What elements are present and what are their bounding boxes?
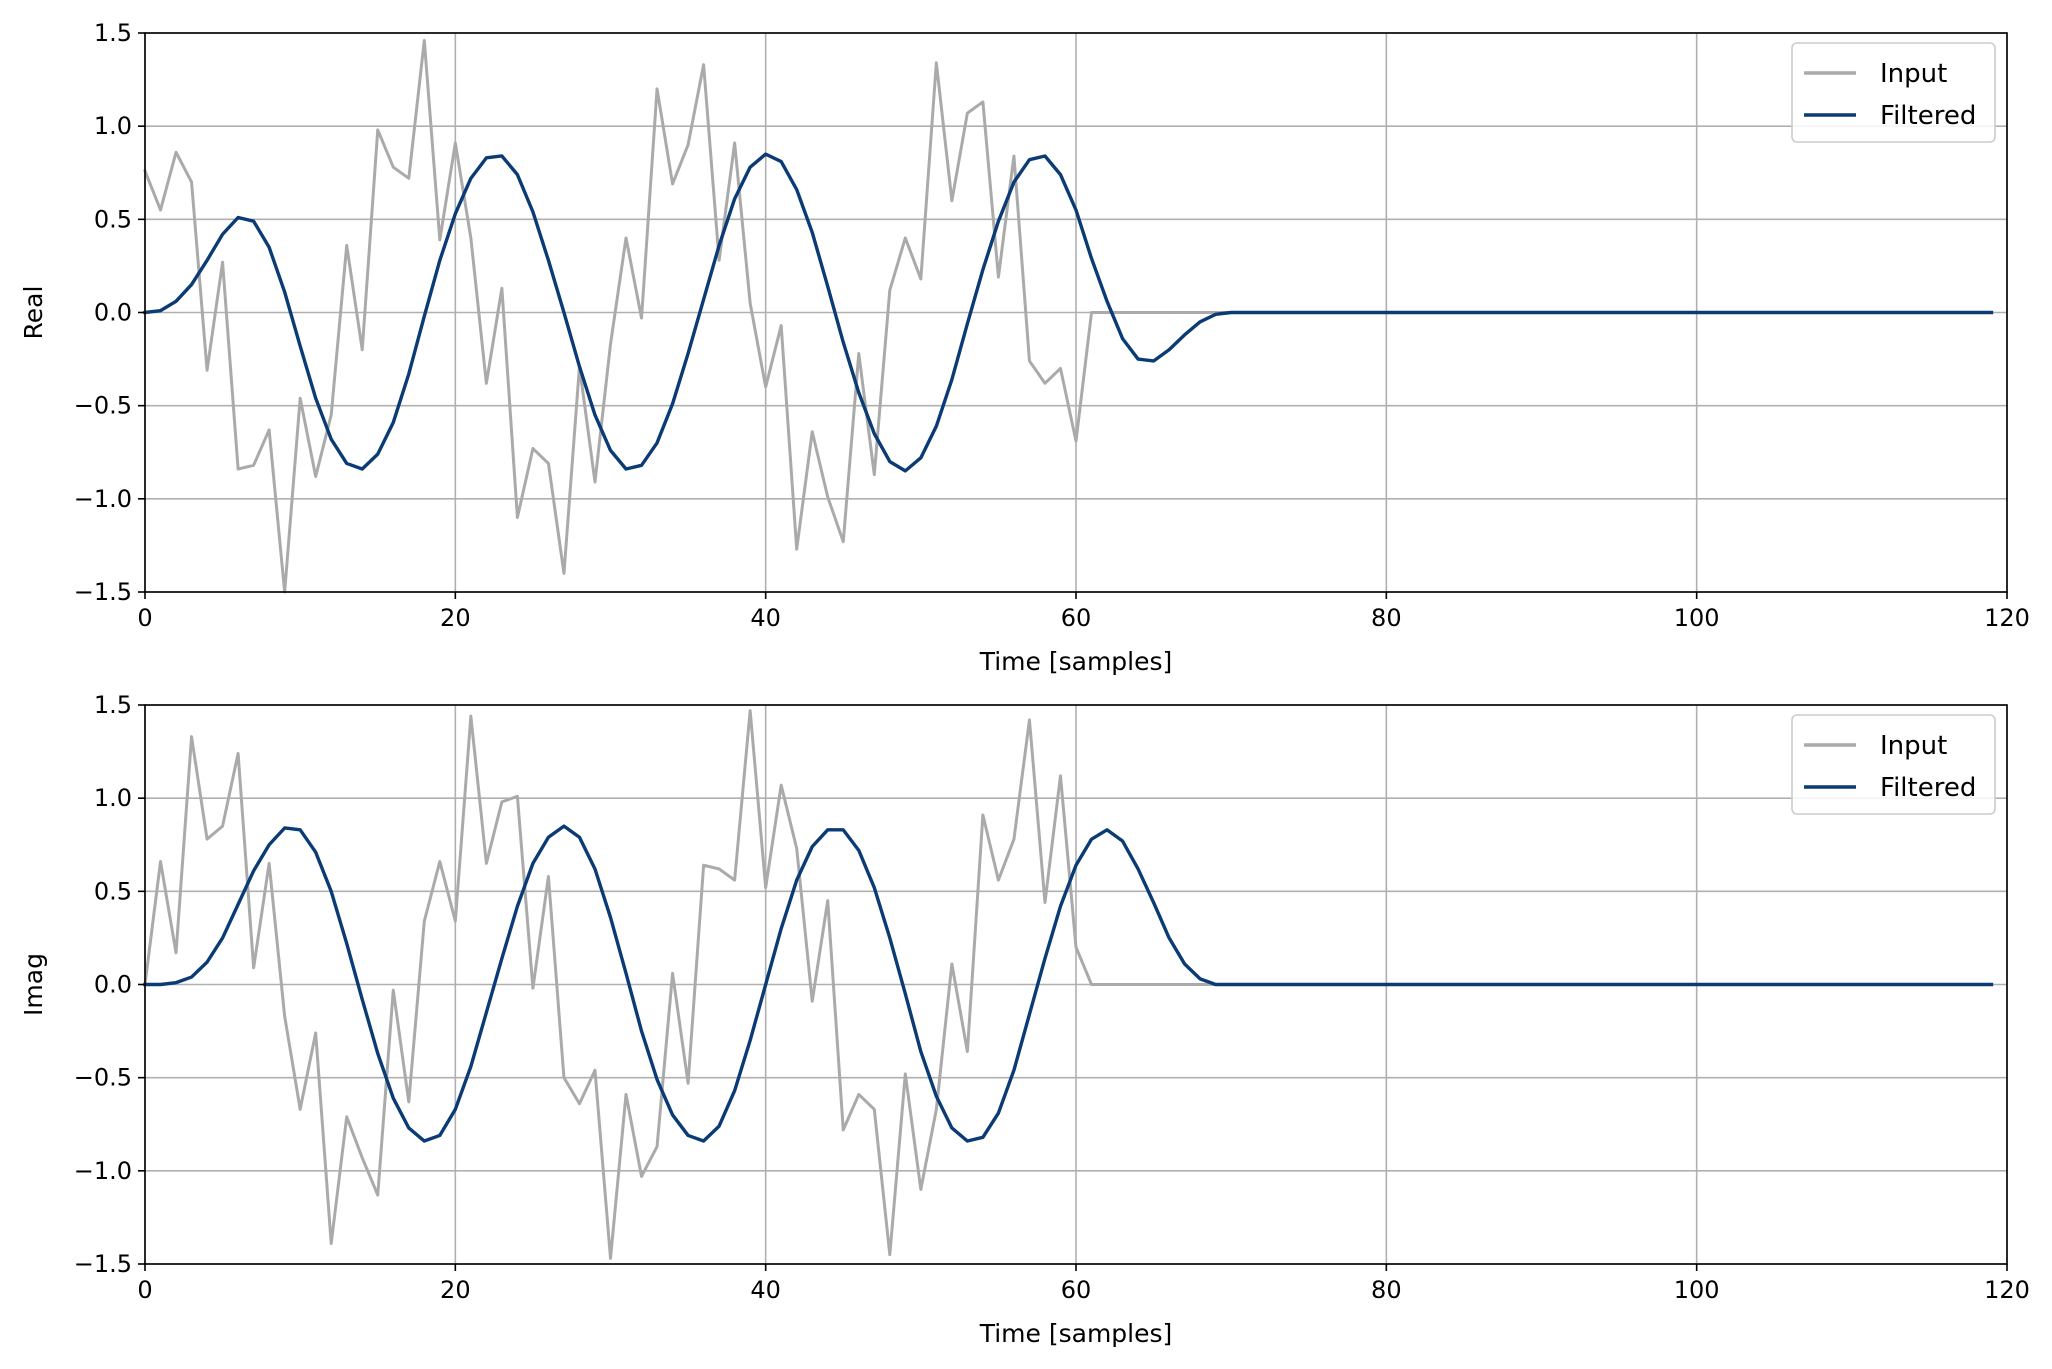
real-y-tick-label: −1.0 bbox=[74, 485, 132, 513]
real-legend-input-label: Input bbox=[1880, 59, 1947, 89]
imag-legend-filtered-label: Filtered bbox=[1880, 773, 1976, 803]
imag-legend-box bbox=[1791, 714, 1996, 815]
real-y-tick-label: 1.5 bbox=[94, 19, 132, 47]
imag-y-tick-label: −1.0 bbox=[74, 1157, 132, 1185]
imag-x-tick-label: 40 bbox=[750, 1276, 781, 1304]
imag-x-tick-label: 120 bbox=[1984, 1276, 2030, 1304]
imag-tick-marks bbox=[138, 704, 2008, 1271]
real-x-tick-label: 120 bbox=[1984, 604, 2030, 632]
imag-x-axis-label: Time [samples] bbox=[979, 1319, 1173, 1348]
real-subplot: 0 20 40 60 80 100 120 −1.5 −1.0 −0.5 0.0 0.5 1.0 1.5… bbox=[19, 19, 2030, 676]
real-x-tick-label: 40 bbox=[750, 604, 781, 632]
real-tick-marks bbox=[138, 32, 2008, 599]
real-series-lines bbox=[143, 38, 1994, 594]
imag-y-tick-label: −0.5 bbox=[74, 1064, 132, 1092]
imag-series-lines bbox=[143, 709, 1994, 1260]
real-y-tick-label: 0.0 bbox=[94, 299, 132, 327]
imag-y-tick-label: −1.5 bbox=[74, 1250, 132, 1278]
imag-x-tick-label: 0 bbox=[137, 1276, 152, 1304]
real-x-tick-label: 20 bbox=[440, 604, 471, 632]
real-x-axis-label: Time [samples] bbox=[979, 647, 1173, 676]
real-y-tick-label: −1.5 bbox=[74, 578, 132, 606]
imag-x-tick-label: 20 bbox=[440, 1276, 471, 1304]
real-x-tick-label: 60 bbox=[1061, 604, 1092, 632]
imag-legend: Input Filtered bbox=[1791, 714, 1996, 815]
imag-y-tick-label: 1.0 bbox=[94, 784, 132, 812]
imag-filtered-line bbox=[143, 824, 1994, 1143]
imag-legend-input-label: Input bbox=[1880, 731, 1947, 761]
real-y-axis-label: Real bbox=[19, 286, 48, 340]
real-y-tick-label: 1.0 bbox=[94, 112, 132, 140]
real-x-tick-labels: 0 20 40 60 80 100 120 bbox=[137, 604, 2030, 632]
real-x-tick-label: 100 bbox=[1674, 604, 1720, 632]
imag-x-tick-label: 80 bbox=[1371, 1276, 1402, 1304]
real-x-tick-label: 0 bbox=[137, 604, 152, 632]
real-y-tick-label: −0.5 bbox=[74, 392, 132, 420]
real-filtered-line bbox=[143, 152, 1994, 473]
imag-x-tick-label: 100 bbox=[1674, 1276, 1720, 1304]
imag-x-tick-label: 60 bbox=[1061, 1276, 1092, 1304]
real-y-tick-label: 0.5 bbox=[94, 205, 132, 233]
imag-y-tick-label: 1.5 bbox=[94, 691, 132, 719]
real-legend: Input Filtered bbox=[1791, 42, 1996, 143]
imag-subplot: 0 20 40 60 80 100 120 −1.5 −1.0 −0.5 0.0 0.5 1.0 1.5… bbox=[19, 691, 2030, 1348]
real-legend-box bbox=[1791, 42, 1996, 143]
imag-x-tick-labels: 0 20 40 60 80 100 120 bbox=[137, 1276, 2030, 1304]
real-legend-filtered-label: Filtered bbox=[1880, 101, 1976, 131]
real-x-tick-label: 80 bbox=[1371, 604, 1402, 632]
imag-y-axis-label: Imag bbox=[19, 953, 48, 1016]
real-y-tick-labels: −1.5 −1.0 −0.5 0.0 0.5 1.0 1.5 bbox=[74, 19, 132, 606]
imag-y-tick-labels: −1.5 −1.0 −0.5 0.0 0.5 1.0 1.5 bbox=[74, 691, 132, 1278]
imag-y-tick-label: 0.0 bbox=[94, 971, 132, 999]
imag-y-tick-label: 0.5 bbox=[94, 877, 132, 905]
